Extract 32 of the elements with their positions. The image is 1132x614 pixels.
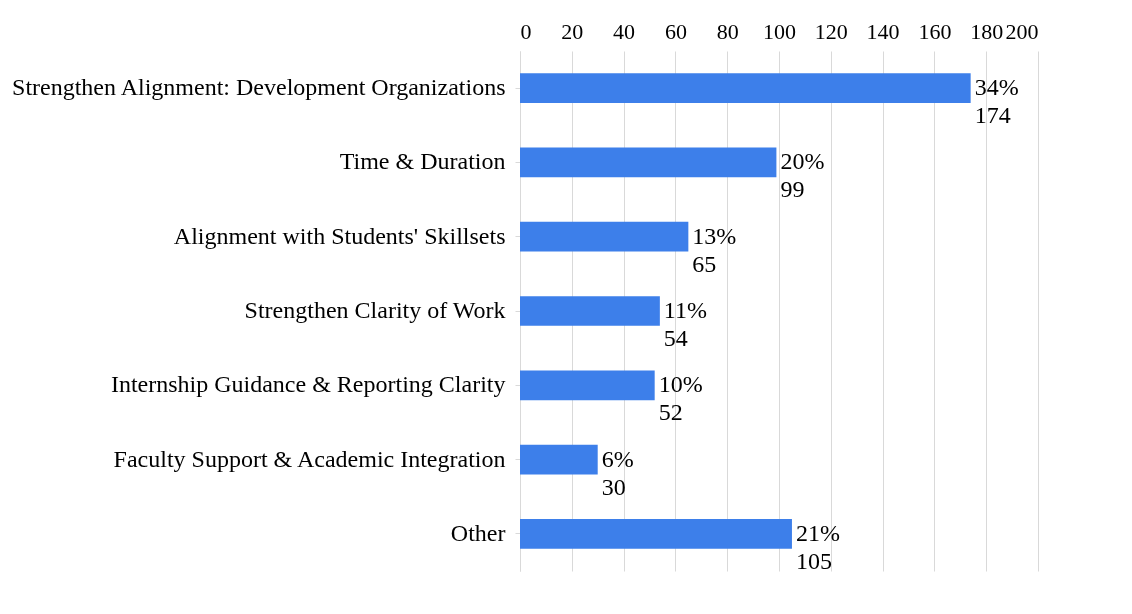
bar [520, 370, 655, 401]
x-tick-label: 160 [918, 18, 952, 44]
data-label: 10% 52 [658, 371, 703, 426]
y-tick-label: Other [450, 519, 506, 546]
bar [520, 444, 598, 475]
bar [520, 73, 971, 103]
bar [520, 296, 660, 326]
y-tick-label: Internship Guidance & Reporting Clarity [110, 371, 506, 398]
x-tick-label: 200 [1005, 18, 1039, 44]
x-tick-label: 60 [664, 18, 687, 44]
data-label: 20% 99 [780, 148, 825, 203]
data-label: 13% 65 [692, 222, 737, 277]
x-tick-label: 40 [613, 18, 636, 44]
y-tick-label: Strengthen Alignment: Development Organizations [12, 74, 506, 101]
y-tick-label: Strengthen Clarity of Work [244, 297, 506, 323]
y-tick-label: Faculty Support & Academic Integration [113, 445, 506, 472]
x-tick-label: 0 [520, 18, 532, 44]
bar [520, 221, 689, 252]
y-tick-label: Alignment with Students' Skillsets [173, 222, 506, 249]
bar [520, 519, 792, 549]
data-label: 11% 54 [663, 297, 707, 351]
x-tick-label: 80 [716, 18, 739, 44]
bar [520, 147, 777, 178]
y-tick-label: Time & Duration [339, 148, 506, 175]
x-tick-label: 140 [866, 18, 900, 44]
data-label: 34% 174 [974, 74, 1019, 129]
x-tick-label: 120 [814, 18, 848, 44]
data-label: 21% 105 [795, 519, 840, 574]
x-tick-label: 100 [763, 18, 796, 44]
x-tick-label: 20 [561, 18, 584, 44]
data-label: 6% 30 [601, 445, 634, 500]
x-tick-label: 180 [970, 18, 1004, 44]
